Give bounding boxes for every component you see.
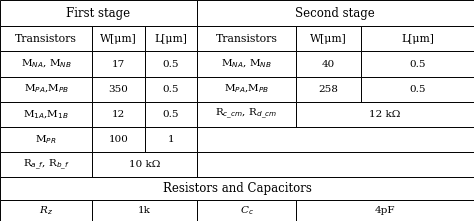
Text: 40: 40 (322, 59, 335, 69)
Text: 0.5: 0.5 (163, 110, 179, 119)
Bar (92, 200, 197, 221)
Bar (92, 127, 145, 152)
Text: Resistors and Capacitors: Resistors and Capacitors (163, 182, 311, 195)
Text: 0.5: 0.5 (410, 85, 426, 94)
Text: R$_{z}$: R$_{z}$ (39, 204, 53, 217)
Bar (145, 26, 197, 51)
Text: 17: 17 (112, 59, 125, 69)
Bar (0, 152, 92, 177)
Text: W[μm]: W[μm] (310, 34, 347, 44)
Text: M$_{NA}$, M$_{NB}$: M$_{NA}$, M$_{NB}$ (221, 58, 272, 70)
Bar (0, 177, 474, 200)
Bar (0, 51, 92, 77)
Bar (0, 0, 197, 26)
Bar (296, 200, 474, 221)
Bar (145, 51, 197, 77)
Text: First stage: First stage (66, 7, 130, 20)
Text: 258: 258 (319, 85, 338, 94)
Bar (92, 77, 145, 102)
Text: M$_{PR}$: M$_{PR}$ (36, 133, 57, 146)
Bar (296, 26, 361, 51)
Bar (0, 102, 92, 127)
Text: M$_{NA}$, M$_{NB}$: M$_{NA}$, M$_{NB}$ (21, 58, 72, 70)
Text: 4pF: 4pF (375, 206, 395, 215)
Bar (92, 152, 197, 177)
Text: 0.5: 0.5 (163, 85, 179, 94)
Text: R$_{c\_cm}$, R$_{d\_cm}$: R$_{c\_cm}$, R$_{d\_cm}$ (215, 107, 278, 121)
Text: M$_{PA}$,M$_{PB}$: M$_{PA}$,M$_{PB}$ (24, 83, 69, 95)
Text: M$_{1A}$,M$_{1B}$: M$_{1A}$,M$_{1B}$ (23, 108, 69, 121)
Bar (296, 102, 474, 127)
Bar (197, 127, 474, 152)
Bar (0, 26, 92, 51)
Text: M$_{PA}$,M$_{PB}$: M$_{PA}$,M$_{PB}$ (224, 83, 269, 95)
Text: Transistors: Transistors (15, 34, 77, 44)
Text: 12: 12 (112, 110, 125, 119)
Text: L[μm]: L[μm] (154, 34, 187, 44)
Text: 0.5: 0.5 (163, 59, 179, 69)
Text: 1: 1 (167, 135, 174, 144)
Text: Second stage: Second stage (295, 7, 375, 20)
Bar (197, 0, 474, 26)
Bar (361, 77, 474, 102)
Bar (197, 26, 296, 51)
Bar (92, 26, 145, 51)
Bar (92, 102, 145, 127)
Bar (197, 51, 296, 77)
Text: W[μm]: W[μm] (100, 34, 137, 44)
Bar (296, 51, 361, 77)
Bar (145, 77, 197, 102)
Text: R$_{a\_f}$, R$_{b\_f}$: R$_{a\_f}$, R$_{b\_f}$ (23, 157, 70, 171)
Text: L[μm]: L[μm] (401, 34, 434, 44)
Bar (361, 51, 474, 77)
Text: 12 kΩ: 12 kΩ (369, 110, 401, 119)
Text: 1k: 1k (138, 206, 151, 215)
Bar (0, 127, 92, 152)
Bar (197, 102, 296, 127)
Bar (145, 102, 197, 127)
Text: Transistors: Transistors (216, 34, 277, 44)
Bar (0, 200, 92, 221)
Text: 10 kΩ: 10 kΩ (129, 160, 160, 169)
Bar (197, 152, 474, 177)
Bar (145, 127, 197, 152)
Text: C$_{c}$: C$_{c}$ (239, 204, 254, 217)
Text: 100: 100 (109, 135, 128, 144)
Bar (197, 200, 296, 221)
Bar (92, 51, 145, 77)
Bar (197, 77, 296, 102)
Text: 350: 350 (109, 85, 128, 94)
Bar (361, 26, 474, 51)
Bar (0, 77, 92, 102)
Text: 0.5: 0.5 (410, 59, 426, 69)
Bar (296, 77, 361, 102)
